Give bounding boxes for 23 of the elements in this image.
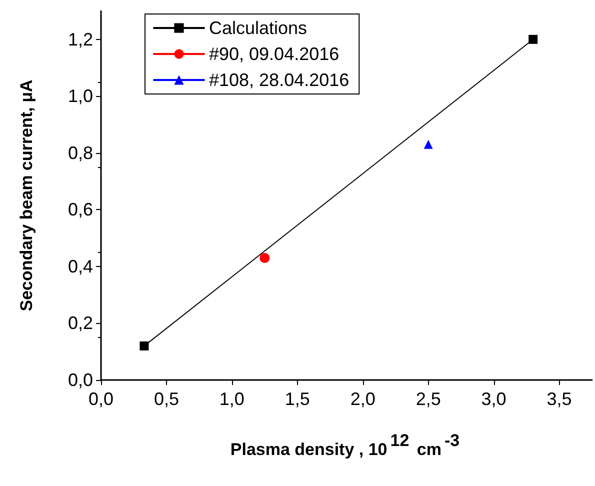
y-tick-label: 0,2 [68,313,93,334]
point [424,140,433,149]
legend-label: Calculations [209,18,308,38]
x-tick-label: 3,0 [481,389,506,409]
point [260,252,270,263]
x-tick-label: 1,0 [219,389,244,409]
x-tick-label: 0,0 [88,389,114,409]
y-tick-label: 1,0 [68,86,93,106]
y-tick-label: 1,2 [68,29,93,50]
y-axis-title: Secondary beam current, μA [17,80,36,312]
x-tick-label: 1,5 [284,389,310,409]
x-tick-label: 2,0 [350,389,376,409]
legend-label: #108, 28.04.2016 [209,70,350,90]
y-tick-label: 0,4 [68,256,93,276]
y-tick-label: 0,8 [68,142,93,163]
legend-label: #90, 09.04.2016 [209,44,340,64]
x-tick-label: 2,5 [416,389,441,409]
x-tick-label: 0,5 [154,389,179,409]
y-tick-label: 0,0 [68,370,93,390]
point [140,341,149,350]
x-tick-label: 3,5 [546,389,572,409]
y-tick-label: 0,6 [68,200,93,220]
point [528,34,538,44]
